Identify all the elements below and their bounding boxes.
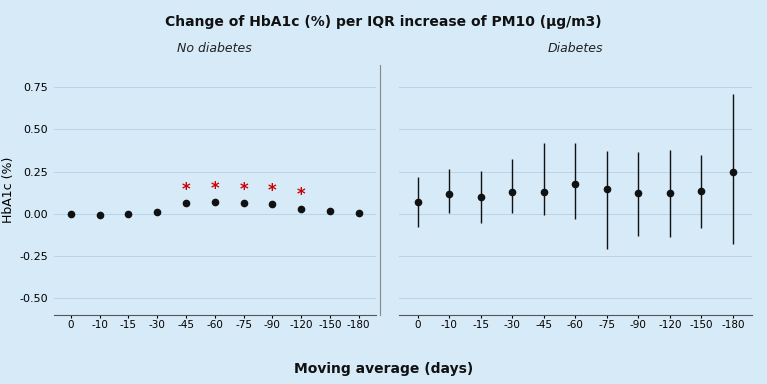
Text: *: * bbox=[268, 182, 277, 200]
Text: *: * bbox=[239, 181, 248, 199]
Text: *: * bbox=[182, 181, 190, 199]
Text: Diabetes: Diabetes bbox=[548, 42, 603, 55]
Text: No diabetes: No diabetes bbox=[177, 42, 252, 55]
Text: Moving average (days): Moving average (days) bbox=[294, 362, 473, 376]
Text: Change of HbA1c (%) per IQR increase of PM10 (μg/m3): Change of HbA1c (%) per IQR increase of … bbox=[165, 15, 602, 29]
Text: *: * bbox=[297, 186, 305, 204]
Text: *: * bbox=[210, 180, 219, 198]
Y-axis label: HbA1c (%): HbA1c (%) bbox=[2, 157, 15, 223]
